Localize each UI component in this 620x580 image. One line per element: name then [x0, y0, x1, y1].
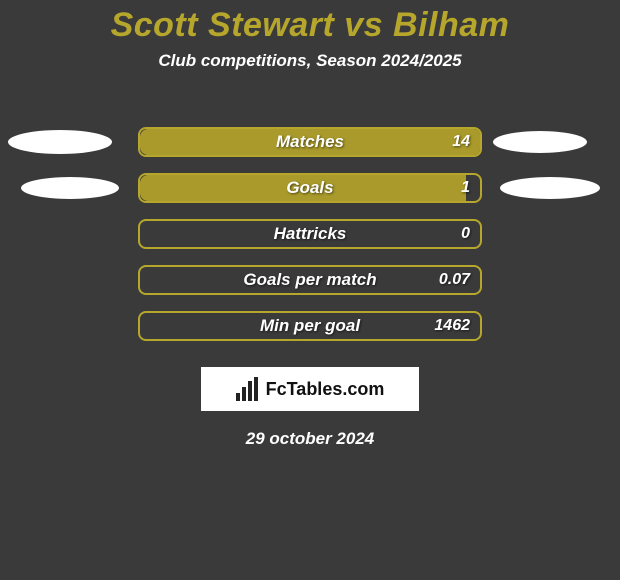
stat-bar: Min per goal 1462	[138, 311, 482, 341]
stat-row: Hattricks 0	[0, 211, 620, 257]
stat-value-right: 0.07	[439, 271, 470, 289]
page-title: Scott Stewart vs Bilham	[0, 0, 620, 45]
decorative-ellipse	[21, 177, 119, 199]
stat-bar: Hattricks 0	[138, 219, 482, 249]
decorative-ellipse	[500, 177, 600, 199]
stat-row: Goals 1	[0, 165, 620, 211]
stat-value-right: 14	[452, 133, 470, 151]
stat-area: Matches 14 Goals 1 Hattricks 0 Goals per match…	[0, 119, 620, 349]
brand-box: FcTables.com	[201, 367, 419, 411]
stat-label: Goals per match	[243, 270, 376, 290]
stat-label: Hattricks	[274, 224, 347, 244]
decorative-ellipse	[8, 130, 112, 154]
stat-value-right: 1	[461, 179, 470, 197]
stat-row: Min per goal 1462	[0, 303, 620, 349]
stat-label: Min per goal	[260, 316, 360, 336]
stat-row: Goals per match 0.07	[0, 257, 620, 303]
stat-bar: Matches 14	[138, 127, 482, 157]
subtitle: Club competitions, Season 2024/2025	[0, 51, 620, 71]
stat-label: Matches	[276, 132, 344, 152]
brand-text: FcTables.com	[266, 379, 385, 400]
stat-bar: Goals per match 0.07	[138, 265, 482, 295]
stat-row: Matches 14	[0, 119, 620, 165]
stat-value-right: 1462	[434, 317, 470, 335]
date-text: 29 october 2024	[0, 429, 620, 449]
stat-bar: Goals 1	[138, 173, 482, 203]
bar-chart-icon	[236, 377, 260, 401]
decorative-ellipse	[493, 131, 587, 153]
stat-label: Goals	[286, 178, 333, 198]
stat-value-right: 0	[461, 225, 470, 243]
